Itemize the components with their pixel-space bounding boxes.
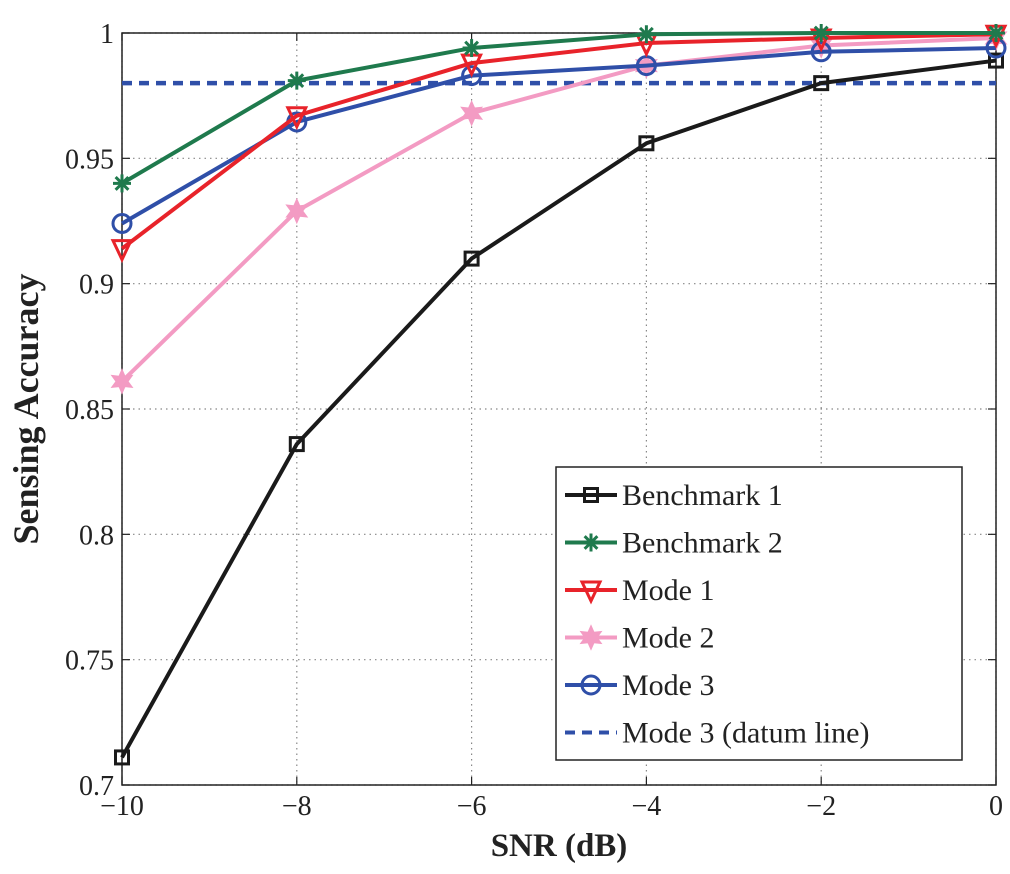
axis-ticks: −10 −8 −6 −4 −2 0 0.7 0.75 0.8 0.85 0.9 0.95 1 — [65, 19, 1003, 822]
asterisk-stroke — [988, 25, 1004, 41]
y-tick-label: 0.7 — [79, 771, 114, 802]
y-axis-label: Sensing Accuracy — [6, 273, 46, 544]
legend-item: Mode 2 — [565, 622, 715, 655]
legend-label: Mode 1 — [622, 574, 715, 607]
asterisk-marker — [287, 71, 306, 90]
y-tick-label: 0.75 — [65, 646, 114, 677]
legend-box — [555, 466, 963, 761]
asterisk-marker — [113, 174, 131, 193]
y-tick-label: 0.8 — [79, 520, 114, 551]
square-marker — [114, 749, 130, 766]
asterisk-stroke — [813, 25, 829, 41]
legend-item: Benchmark 1 — [565, 479, 783, 512]
series-mode-3 — [111, 37, 1007, 235]
asterisk-marker — [582, 533, 600, 552]
x-tick-label: −4 — [632, 791, 662, 822]
x-tick-label: −10 — [100, 791, 144, 822]
triangle-down-marker — [285, 106, 309, 131]
y-tick-label: 0.85 — [65, 395, 114, 426]
y-tick-label: 0.95 — [65, 144, 114, 175]
series-benchmark-2 — [113, 24, 1005, 193]
legend: Benchmark 1 Benchmark 2 Mode 1 Mode 2 Mode 3… — [555, 466, 963, 761]
asterisk-marker — [462, 39, 481, 58]
asterisk-marker — [637, 25, 656, 44]
x-tick-label: 0 — [989, 791, 1003, 822]
circle-marker — [461, 65, 483, 87]
square-marker — [813, 75, 830, 92]
y-tick-label: 0.9 — [79, 270, 114, 301]
x-axis-label: SNR (dB) — [491, 828, 628, 864]
series-line — [120, 32, 997, 251]
legend-label: Mode 2 — [622, 622, 715, 655]
hexagram-marker — [579, 624, 603, 651]
legend-item: Mode 3 (datum line) — [565, 717, 869, 750]
square-marker — [463, 250, 480, 267]
series-mode-1 — [110, 24, 1008, 264]
asterisk-stroke — [114, 175, 130, 191]
series-line — [120, 36, 997, 383]
asterisk-stroke — [638, 26, 654, 42]
series-line — [120, 58, 997, 759]
square-marker — [288, 436, 305, 453]
x-tick-label: −8 — [282, 791, 312, 822]
legend-item: Mode 1 — [565, 574, 715, 607]
asterisk-marker — [812, 24, 831, 42]
series-line — [120, 46, 997, 226]
legend-label: Benchmark 2 — [622, 527, 783, 560]
circle-marker — [111, 213, 133, 235]
x-tick-label: −6 — [457, 791, 487, 822]
asterisk-marker — [987, 24, 1005, 42]
circle-marker — [810, 41, 832, 63]
square-marker — [988, 52, 1004, 69]
asterisk-stroke — [583, 535, 599, 550]
hexagram-marker — [285, 197, 309, 225]
legend-label: Mode 3 — [622, 669, 715, 702]
legend-label: Mode 3 (datum line) — [622, 717, 869, 750]
series-lines — [110, 24, 1008, 766]
legend-label: Benchmark 1 — [622, 479, 783, 512]
x-tick-label: −2 — [806, 791, 836, 822]
y-tick-label: 1 — [100, 19, 114, 50]
hexagram-marker — [460, 99, 484, 127]
circle-marker — [580, 674, 602, 696]
square-marker — [583, 487, 599, 503]
series-benchmark-1 — [114, 52, 1004, 766]
series-line — [120, 31, 996, 186]
triangle-down-marker — [579, 580, 603, 605]
square-marker — [638, 135, 655, 152]
asterisk-stroke — [464, 40, 480, 56]
hexagram-marker — [110, 368, 134, 395]
asterisk-stroke — [289, 73, 305, 89]
legend-item: Mode 3 — [565, 669, 715, 702]
triangle-down-marker — [110, 239, 134, 264]
legend-item: Benchmark 2 — [565, 527, 783, 560]
